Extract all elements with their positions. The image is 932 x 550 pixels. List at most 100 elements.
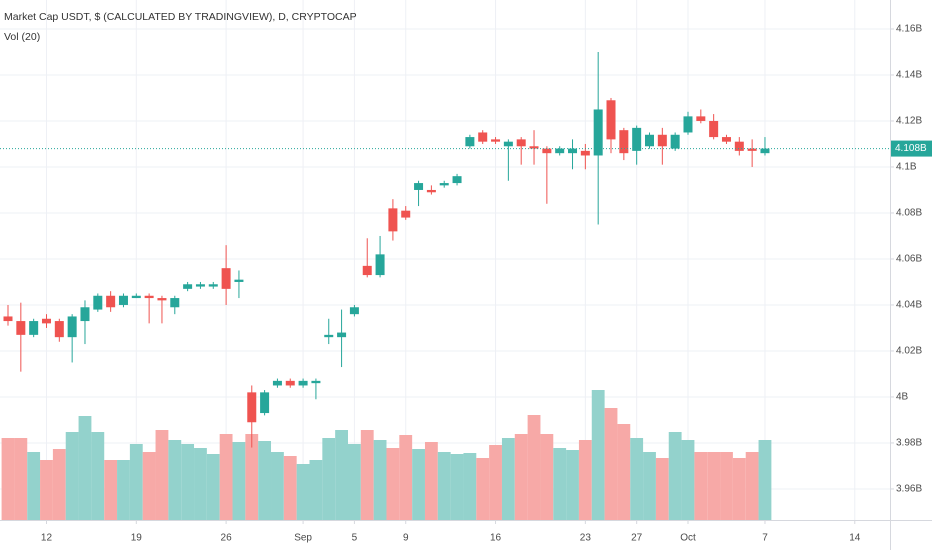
volume-bar — [514, 434, 528, 520]
x-tick-label: 5 — [352, 533, 358, 544]
volume-bar — [591, 390, 605, 520]
candle-body — [632, 127, 642, 151]
volume-bar — [386, 448, 400, 520]
candle-body — [696, 116, 706, 121]
y-tick-label: 4.08B — [896, 208, 922, 219]
volume-bar — [1, 438, 15, 520]
volume-bar — [553, 448, 567, 520]
volume-bar — [194, 448, 207, 520]
volume-bar — [489, 445, 502, 520]
volume-bar — [168, 440, 182, 520]
y-tick-label: 4.16B — [896, 24, 922, 35]
y-tick-label: 4.14B — [896, 70, 922, 81]
x-tick-label: 19 — [131, 533, 143, 544]
candle-body — [529, 146, 539, 149]
candle-body — [16, 321, 26, 335]
volume-bar — [142, 452, 156, 520]
volume-bar — [27, 452, 41, 520]
candle-body — [247, 392, 257, 423]
volume-bar — [181, 444, 195, 520]
volume-bar — [540, 434, 554, 520]
x-tick-label: 14 — [849, 533, 861, 544]
candle-body — [324, 334, 334, 338]
x-tick-label: 23 — [580, 533, 592, 544]
volume-bar — [617, 424, 631, 520]
volume-bar — [668, 432, 682, 520]
last-price-badge — [891, 140, 932, 157]
x-tick-label: Oct — [680, 533, 696, 544]
candle-body — [41, 318, 51, 324]
candle-body — [645, 134, 654, 147]
candle-body — [157, 298, 167, 301]
volume-bar — [155, 430, 169, 520]
volume-bar — [501, 438, 515, 520]
candle-body — [221, 268, 231, 289]
candle-body — [542, 148, 552, 154]
volume-bar — [309, 460, 323, 520]
candle-body — [721, 137, 731, 142]
candle-body — [734, 141, 744, 151]
candle-body — [170, 298, 180, 308]
candle-body — [80, 307, 90, 322]
x-tick-label: Sep — [294, 533, 312, 544]
candle-body — [311, 380, 321, 384]
volume-bar — [476, 458, 490, 520]
volume-bar — [335, 430, 348, 520]
candle-body — [54, 321, 64, 338]
volume-bar — [258, 441, 272, 520]
volume-bar — [694, 452, 708, 520]
candle-body — [580, 150, 590, 156]
volume-bar — [117, 460, 130, 520]
volume-bar — [527, 415, 541, 520]
volume-bar — [65, 432, 79, 520]
x-tick-label: 16 — [490, 533, 502, 544]
candle-body — [657, 134, 667, 147]
candle-body — [426, 189, 436, 193]
volume-bar — [104, 460, 118, 520]
volume-bar — [604, 408, 618, 520]
volume-bar — [399, 435, 413, 520]
candle-body — [683, 116, 693, 133]
volume-bar — [450, 454, 464, 520]
volume-bar — [681, 440, 695, 520]
candle-body — [670, 134, 680, 149]
candle-body — [414, 183, 424, 190]
x-tick-label: 12 — [41, 533, 53, 544]
volume-pane — [1, 390, 772, 520]
volume-bar — [643, 452, 656, 520]
volume-bar — [437, 452, 451, 520]
volume-bar — [52, 449, 66, 520]
volume-bar — [412, 449, 425, 520]
candle-body — [606, 100, 616, 140]
y-tick-label: 4B — [896, 392, 909, 403]
volume-bar — [232, 442, 246, 520]
candle-body — [208, 284, 218, 287]
candle-body — [439, 183, 449, 186]
candle-body — [516, 139, 526, 147]
volume-bar — [219, 434, 233, 520]
candle-body — [67, 316, 77, 338]
volume-bar — [40, 460, 53, 520]
candle-body — [619, 130, 629, 154]
volume-bar — [732, 458, 746, 520]
volume-bar — [271, 452, 284, 520]
candle-body — [349, 307, 359, 315]
y-tick-label: 4.04B — [896, 300, 922, 311]
last-price-label: 4.108B — [895, 143, 927, 154]
candle-body — [375, 254, 385, 276]
volume-bar — [373, 440, 387, 520]
candle-body — [298, 380, 308, 386]
candle-body — [747, 148, 757, 151]
y-tick-label: 4.06B — [896, 254, 922, 265]
y-tick-label: 3.98B — [896, 438, 922, 449]
candle-body — [452, 176, 462, 184]
candle-body — [260, 392, 270, 414]
volume-bar — [347, 444, 361, 520]
volume-bar — [206, 454, 220, 520]
volume-bar — [245, 434, 259, 520]
volume-bar — [424, 442, 438, 520]
candle-body — [106, 295, 116, 308]
volume-bar — [129, 444, 143, 520]
volume-bar — [78, 416, 92, 520]
